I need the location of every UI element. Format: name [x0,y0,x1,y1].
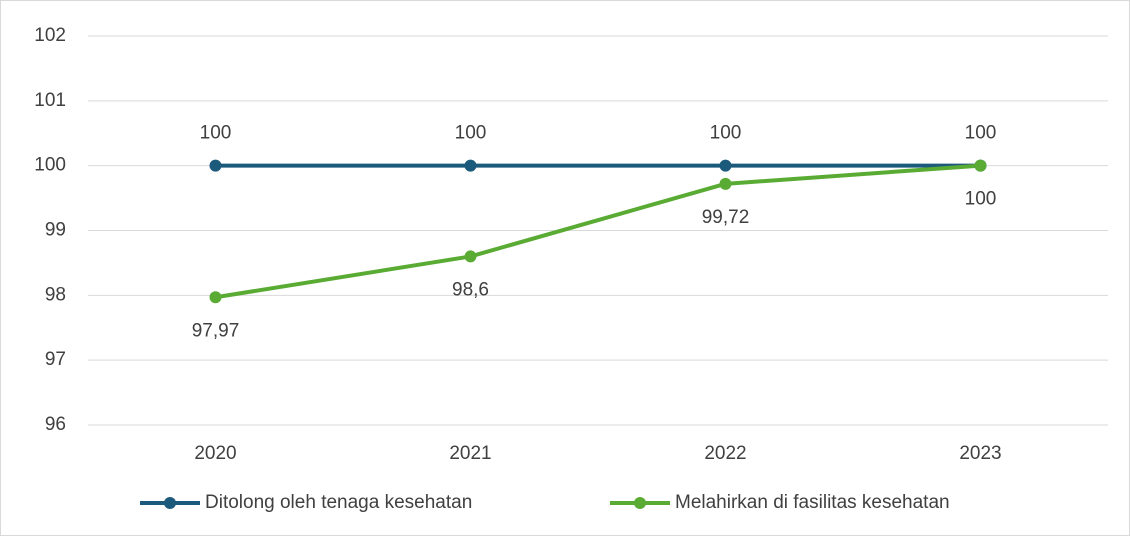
legend-label: Melahirkan di fasilitas kesehatan [675,492,950,513]
data-point [719,177,732,190]
y-tick-label: 100 [34,155,66,176]
legend-label: Ditolong oleh tenaga kesehatan [205,492,472,513]
data-label: 100 [965,189,997,210]
y-tick-label: 102 [34,25,66,46]
data-label: 98,6 [452,279,489,300]
data-point [464,159,477,172]
data-label: 100 [200,123,232,144]
data-label: 97,97 [192,320,240,341]
data-label: 99,72 [702,207,750,228]
data-point [974,159,987,172]
data-label: 100 [965,123,997,144]
series-line [215,163,981,300]
legend-marker [634,497,646,509]
x-tick-label: 2020 [194,443,236,464]
y-tick-label: 97 [45,349,66,370]
data-point [719,159,732,172]
data-point [209,159,222,172]
y-tick-label: 96 [45,414,66,435]
data-label: 100 [710,123,742,144]
data-label: 100 [455,123,487,144]
y-tick-label: 98 [45,284,66,305]
data-point [464,250,477,263]
x-tick-label: 2023 [959,443,1001,464]
y-tick-label: 101 [34,90,66,111]
x-tick-label: 2021 [449,443,491,464]
data-point [209,291,222,304]
y-tick-label: 99 [45,220,66,241]
x-tick-label: 2022 [704,443,746,464]
legend-marker [164,497,176,509]
